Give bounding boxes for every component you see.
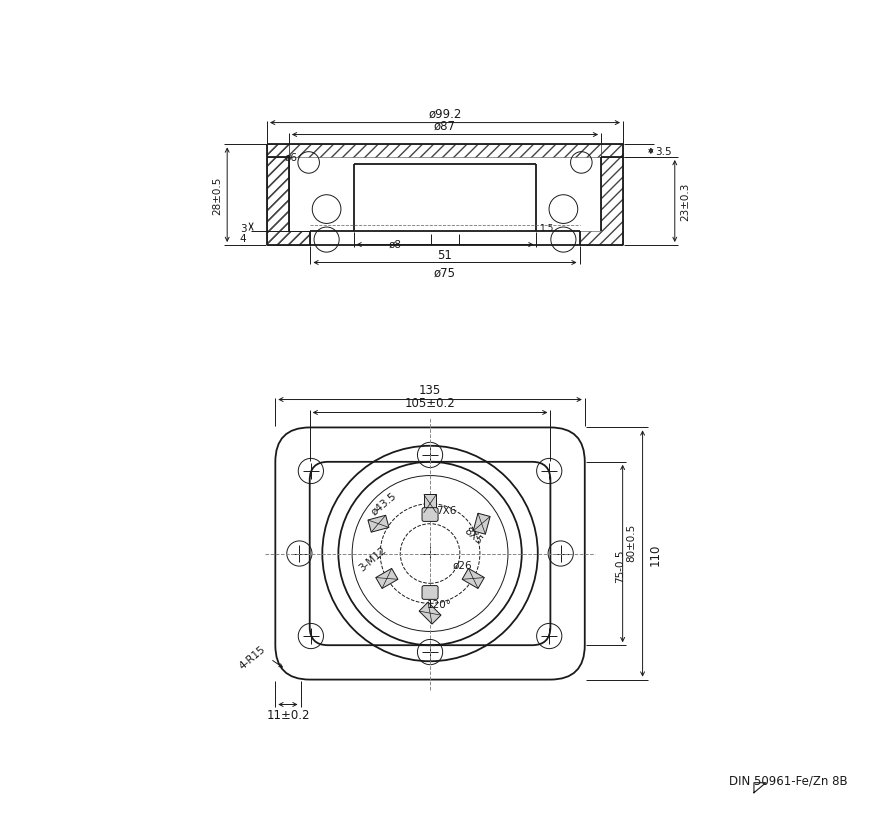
Polygon shape xyxy=(368,516,389,532)
Text: ø26: ø26 xyxy=(453,560,473,570)
Text: 11±0.2: 11±0.2 xyxy=(266,708,310,722)
Text: 135: 135 xyxy=(419,383,441,396)
Text: ø43.5: ø43.5 xyxy=(368,490,398,517)
Text: 28±0.5: 28±0.5 xyxy=(212,176,222,215)
Text: 3.5: 3.5 xyxy=(655,147,671,156)
Text: 120°: 120° xyxy=(426,600,452,609)
Text: ø99.2: ø99.2 xyxy=(428,107,462,120)
Text: 4: 4 xyxy=(239,233,247,243)
FancyBboxPatch shape xyxy=(422,508,438,522)
Polygon shape xyxy=(473,514,490,535)
Text: DIN 50961-Fe/Zn 8B: DIN 50961-Fe/Zn 8B xyxy=(729,773,847,786)
Text: 1.5: 1.5 xyxy=(539,224,554,233)
Text: ø8: ø8 xyxy=(389,239,402,249)
Text: 110: 110 xyxy=(649,543,661,565)
Text: 51: 51 xyxy=(438,248,452,261)
Polygon shape xyxy=(424,495,436,514)
Polygon shape xyxy=(419,603,441,624)
Text: ø87: ø87 xyxy=(434,120,456,133)
Text: 80±0.5: 80±0.5 xyxy=(627,523,636,562)
Text: ø75: ø75 xyxy=(434,266,456,279)
Polygon shape xyxy=(462,568,484,589)
Text: 23±0.3: 23±0.3 xyxy=(680,183,690,221)
Text: 3-M12: 3-M12 xyxy=(358,544,389,572)
Text: 3: 3 xyxy=(240,224,247,233)
FancyBboxPatch shape xyxy=(422,586,438,600)
Text: 8X5: 8X5 xyxy=(462,525,484,546)
Text: 75-0.5: 75-0.5 xyxy=(615,549,625,582)
Polygon shape xyxy=(376,568,398,589)
Text: ø6: ø6 xyxy=(285,152,298,162)
Text: 7X6: 7X6 xyxy=(436,505,457,515)
Text: 105±0.2: 105±0.2 xyxy=(405,396,456,409)
Text: 4-R15: 4-R15 xyxy=(238,643,267,671)
